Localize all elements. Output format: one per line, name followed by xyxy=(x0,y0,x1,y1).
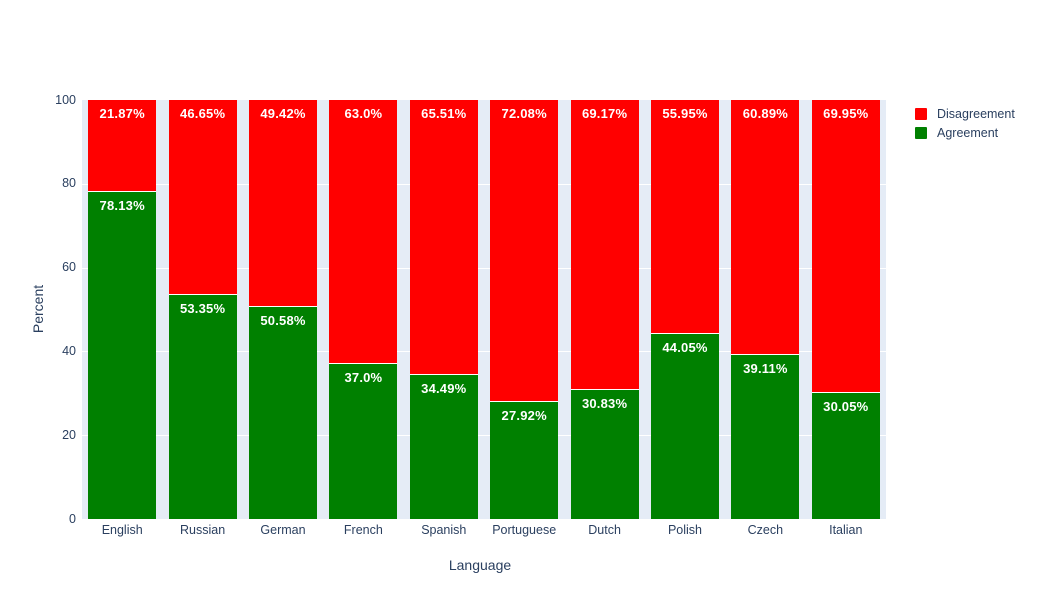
bar-segment-agreement-polish[interactable]: 44.05% xyxy=(651,334,719,519)
y-tick-100: 100 xyxy=(55,92,76,107)
bar-portuguese: 72.08% 27.92% xyxy=(490,100,559,519)
bar-label-disagreement: 63.0% xyxy=(344,106,383,121)
bar-label-disagreement: 60.89% xyxy=(742,106,789,121)
bar-label-agreement: 37.0% xyxy=(344,369,383,385)
x-axis-title: Language xyxy=(448,557,512,573)
bar-segment-disagreement-german[interactable]: 49.42% xyxy=(249,100,317,308)
bar-label-agreement: 30.05% xyxy=(823,399,869,415)
bar-label-disagreement: 69.17% xyxy=(581,106,628,121)
bar-label-agreement: 27.92% xyxy=(501,408,547,424)
bar-segment-disagreement-italian[interactable]: 69.95% xyxy=(811,100,880,394)
bar-label-disagreement: 21.87% xyxy=(99,106,145,121)
bar-segment-disagreement-portuguese[interactable]: 72.08% xyxy=(490,100,559,402)
bar-label-disagreement: 69.95% xyxy=(823,106,869,121)
bar-segment-disagreement-russian[interactable]: 46.65% xyxy=(168,100,237,296)
bar-english: 21.87% 78.13% xyxy=(88,100,157,519)
y-tick-80: 80 xyxy=(62,176,76,191)
legend-item-agreement[interactable]: Agreement xyxy=(915,123,1015,142)
bar-label-agreement: 53.35% xyxy=(179,301,226,317)
bar-segment-agreement-english[interactable]: 78.13% xyxy=(88,191,157,519)
y-axis-title: Percent xyxy=(30,284,46,334)
bar-segment-disagreement-czech[interactable]: 60.89% xyxy=(731,100,800,356)
bar-segment-agreement-russian[interactable]: 53.35% xyxy=(168,295,237,519)
bar-segment-agreement-dutch[interactable]: 30.83% xyxy=(570,389,639,519)
bar-french: 63.0% 37.0% xyxy=(329,100,398,519)
bar-segment-agreement-french[interactable]: 37.0% xyxy=(329,363,398,519)
y-tick-0: 0 xyxy=(69,511,76,526)
gridline-80 xyxy=(82,183,886,185)
x-tick-italian: Italian xyxy=(829,523,863,537)
x-tick-english: English xyxy=(101,523,143,537)
x-tick-spanish: Spanish xyxy=(421,523,467,537)
bar-label-disagreement: 65.51% xyxy=(421,106,467,121)
bar-segment-agreement-italian[interactable]: 30.05% xyxy=(811,393,880,519)
bar-label-agreement: 50.58% xyxy=(260,313,306,329)
x-tick-portuguese: Portuguese xyxy=(492,523,557,537)
bar-polish: 55.95% 44.05% xyxy=(651,100,719,519)
bar-label-agreement: 44.05% xyxy=(662,340,708,356)
y-tick-40: 40 xyxy=(62,343,76,358)
bar-segment-disagreement-polish[interactable]: 55.95% xyxy=(651,100,719,335)
bar-dutch: 69.17% 30.83% xyxy=(570,100,639,519)
gridline-60 xyxy=(82,267,886,269)
legend-item-disagreement[interactable]: Disagreement xyxy=(915,104,1015,123)
bar-segment-agreement-german[interactable]: 50.58% xyxy=(249,307,317,519)
bar-label-disagreement: 49.42% xyxy=(260,106,306,121)
bar-label-agreement: 78.13% xyxy=(99,197,145,213)
bar-segment-agreement-czech[interactable]: 39.11% xyxy=(731,355,800,519)
bar-label-agreement: 39.11% xyxy=(743,361,788,377)
bar-label-disagreement: 46.65% xyxy=(179,106,226,121)
x-tick-german: German xyxy=(260,523,306,537)
legend-label: Disagreement xyxy=(937,106,1015,121)
y-tick-20: 20 xyxy=(62,427,76,442)
legend: Disagreement Agreement xyxy=(915,104,1015,142)
legend-swatch-disagreement-icon xyxy=(915,107,927,120)
bar-german: 49.42% 50.58% xyxy=(249,100,317,519)
bar-label-disagreement: 55.95% xyxy=(662,106,708,121)
bar-segment-agreement-portuguese[interactable]: 27.92% xyxy=(490,402,559,519)
x-tick-russian: Russian xyxy=(180,523,226,537)
bar-segment-disagreement-spanish[interactable]: 65.51% xyxy=(409,100,478,375)
legend-swatch-agreement-icon xyxy=(915,126,927,139)
bar-segment-disagreement-english[interactable]: 21.87% xyxy=(88,100,157,192)
y-tick-60: 60 xyxy=(62,260,76,275)
bar-russian: 46.65% 53.35% xyxy=(168,100,237,519)
bar-segment-disagreement-french[interactable]: 63.0% xyxy=(329,100,398,364)
bar-segment-disagreement-dutch[interactable]: 69.17% xyxy=(570,100,639,390)
legend-label: Agreement xyxy=(937,125,999,140)
gridline-40 xyxy=(82,351,886,353)
gridline-20 xyxy=(82,435,886,437)
bar-czech: 60.89% 39.11% xyxy=(731,100,800,519)
bar-italian: 69.95% 30.05% xyxy=(811,100,880,519)
bar-spanish: 65.51% 34.49% xyxy=(409,100,478,519)
x-tick-polish: Polish xyxy=(667,523,703,537)
x-tick-french: French xyxy=(343,523,383,537)
x-tick-czech: Czech xyxy=(747,523,784,537)
bar-label-agreement: 34.49% xyxy=(421,380,467,396)
plot-area: 21.87% 78.13% 46.65% 53.35% 49.42% 50.58% 63.0… xyxy=(82,100,886,519)
bar-segment-agreement-spanish[interactable]: 34.49% xyxy=(409,374,478,519)
bar-label-disagreement: 72.08% xyxy=(501,106,547,121)
bar-label-agreement: 30.83% xyxy=(581,395,628,411)
x-tick-dutch: Dutch xyxy=(588,523,621,537)
